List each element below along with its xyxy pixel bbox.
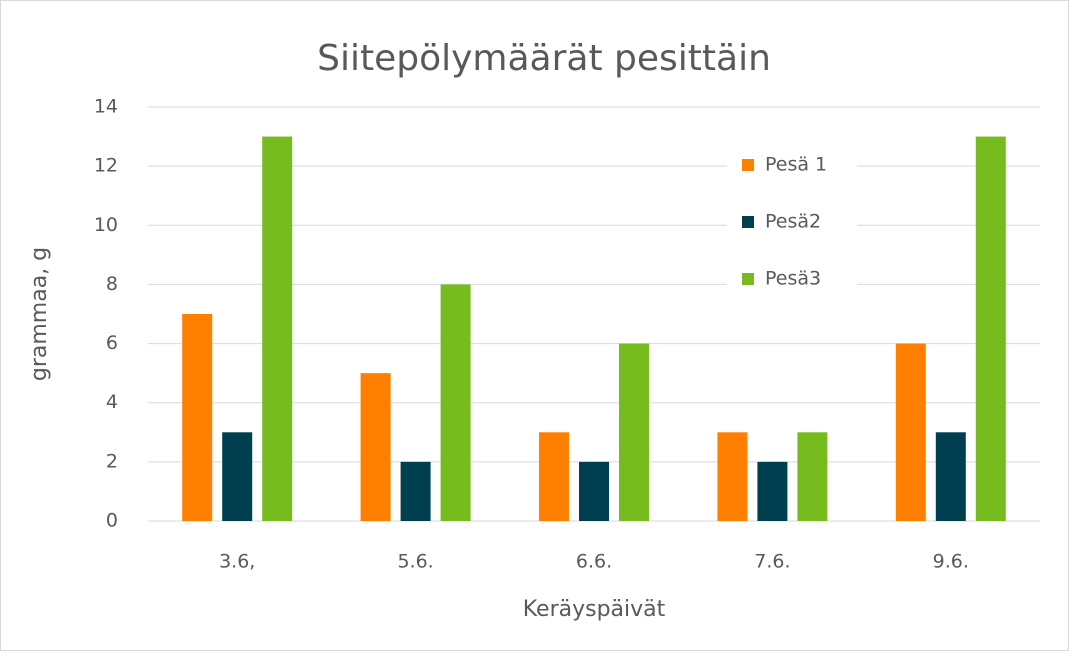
y-tick-label: 4 xyxy=(106,391,118,413)
y-tick-label: 10 xyxy=(94,214,118,236)
x-tick-label: 3.6, xyxy=(219,551,255,573)
legend-label: Pesä3 xyxy=(765,268,821,290)
x-tick-label: 6.6. xyxy=(576,551,612,573)
bar xyxy=(757,461,788,521)
bar xyxy=(400,461,431,521)
y-tick-label: 2 xyxy=(106,450,118,472)
y-axis-label: grammaa, g xyxy=(27,247,52,381)
legend-swatch xyxy=(742,159,754,171)
chart-title: Siitepölymäärät pesittäin xyxy=(317,38,771,79)
bar xyxy=(579,461,609,521)
x-tick-label: 9.6. xyxy=(933,551,969,573)
bar xyxy=(935,432,966,521)
y-tick-label: 8 xyxy=(106,273,118,295)
legend-label: Pesä 1 xyxy=(765,154,827,176)
bar xyxy=(539,432,569,521)
bar xyxy=(262,136,293,522)
legend-label: Pesä2 xyxy=(765,211,821,233)
bar xyxy=(975,136,1006,522)
bar xyxy=(717,432,748,521)
x-axis-label: Keräyspäivät xyxy=(523,597,666,622)
y-tick-label: 0 xyxy=(106,510,118,532)
y-tick-label: 6 xyxy=(106,332,118,354)
bar xyxy=(797,432,828,521)
legend-swatch xyxy=(742,273,754,285)
legend-swatch xyxy=(742,216,754,228)
bar xyxy=(895,343,926,521)
y-tick-label: 14 xyxy=(94,96,118,118)
x-tick-label: 7.6. xyxy=(754,551,790,573)
bar xyxy=(440,284,471,521)
bar xyxy=(360,373,391,521)
bar xyxy=(182,314,213,521)
bar xyxy=(619,343,649,521)
y-tick-label: 12 xyxy=(94,155,118,177)
bar xyxy=(222,432,253,521)
x-tick-label: 5.6. xyxy=(397,551,433,573)
